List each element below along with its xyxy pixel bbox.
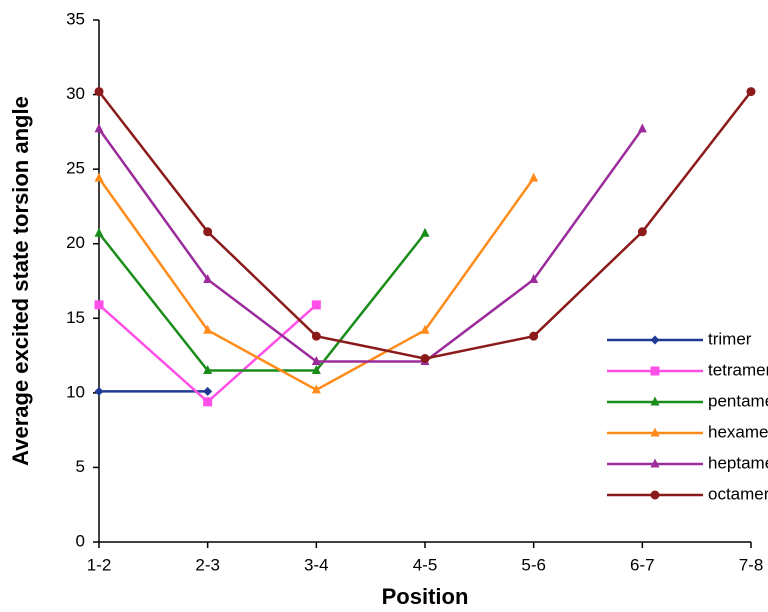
marker xyxy=(637,123,647,133)
x-tick-label: 1-2 xyxy=(87,555,112,574)
marker xyxy=(311,300,321,310)
marker xyxy=(203,274,213,284)
y-tick-label: 10 xyxy=(66,382,85,401)
marker xyxy=(746,87,756,97)
y-tick-label: 5 xyxy=(76,457,85,476)
marker xyxy=(420,227,430,237)
legend-label: pentamer xyxy=(708,391,768,410)
marker xyxy=(650,490,660,500)
legend-label: trimer xyxy=(708,329,752,348)
legend-label: tetramer xyxy=(708,360,768,379)
marker xyxy=(94,386,104,396)
x-tick-label: 7-8 xyxy=(739,555,764,574)
marker xyxy=(94,87,104,97)
x-tick-label: 5-6 xyxy=(521,555,546,574)
y-tick-label: 20 xyxy=(66,233,85,252)
marker xyxy=(94,227,104,237)
marker xyxy=(311,331,321,341)
marker xyxy=(203,324,213,334)
marker xyxy=(650,427,660,437)
x-tick-label: 4-5 xyxy=(413,555,438,574)
marker xyxy=(420,354,430,364)
marker xyxy=(311,356,321,366)
series-line xyxy=(98,90,752,360)
y-tick-label: 0 xyxy=(76,531,85,550)
x-tick-label: 6-7 xyxy=(630,555,655,574)
y-tick-label: 25 xyxy=(66,159,85,178)
legend-label: hexamer xyxy=(708,422,768,441)
marker xyxy=(203,227,213,237)
marker xyxy=(420,324,430,334)
marker xyxy=(203,397,213,407)
marker xyxy=(650,396,660,406)
marker xyxy=(637,227,647,237)
legend-label: octamer xyxy=(708,484,768,503)
marker xyxy=(650,366,660,376)
series-line xyxy=(97,128,644,363)
y-tick-label: 30 xyxy=(66,84,85,103)
marker xyxy=(94,123,104,133)
series-line xyxy=(98,232,426,372)
marker xyxy=(203,364,213,374)
marker xyxy=(94,300,104,310)
x-tick-label: 3-4 xyxy=(304,555,329,574)
marker xyxy=(529,274,539,284)
marker xyxy=(650,458,660,468)
marker xyxy=(650,335,660,345)
y-axis-title: Average excited state torsion angle xyxy=(8,96,33,466)
x-axis-title: Position xyxy=(382,584,469,609)
legend-label: heptamer xyxy=(708,453,768,472)
y-tick-label: 15 xyxy=(66,308,85,327)
marker xyxy=(311,384,321,394)
marker xyxy=(94,172,104,182)
marker xyxy=(311,364,321,374)
marker xyxy=(203,386,213,396)
y-tick-label: 35 xyxy=(66,9,85,28)
marker xyxy=(529,172,539,182)
x-tick-label: 2-3 xyxy=(195,555,220,574)
marker xyxy=(529,331,539,341)
